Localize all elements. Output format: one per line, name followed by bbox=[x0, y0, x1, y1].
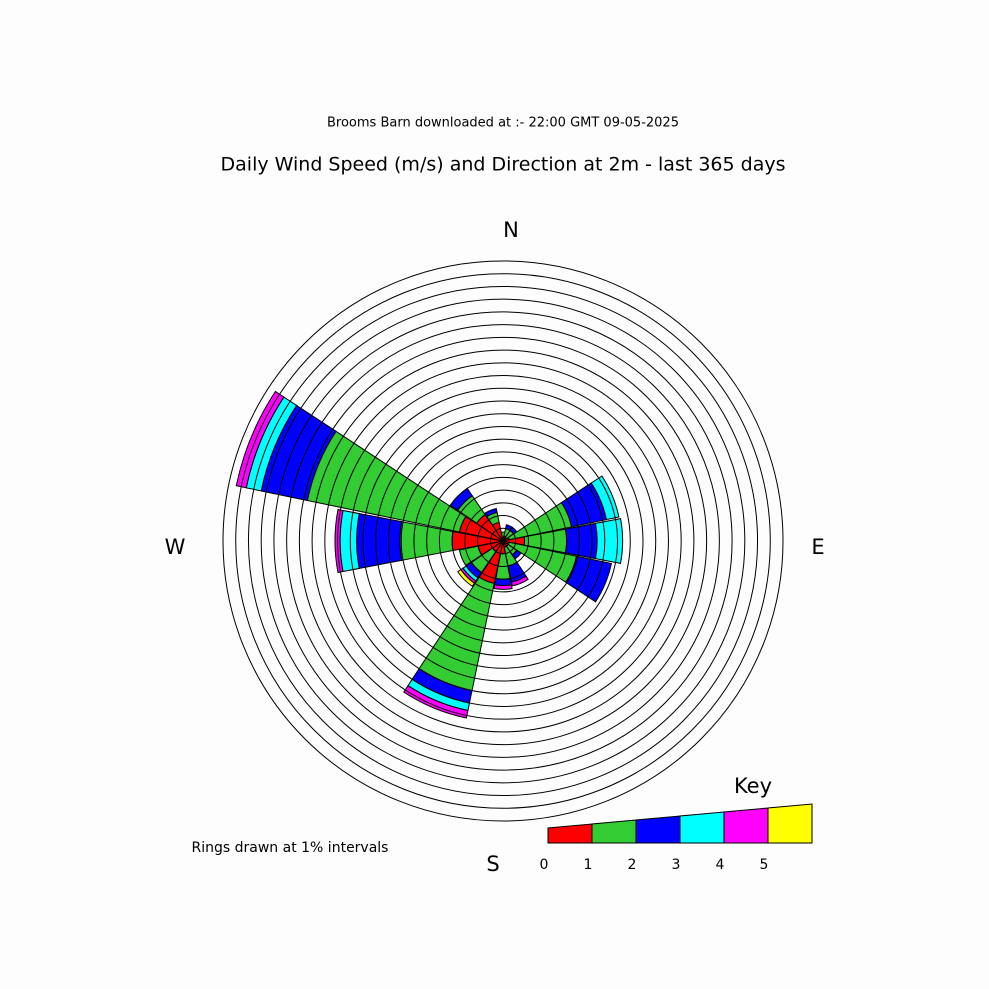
ring bbox=[451, 489, 555, 593]
ring bbox=[298, 336, 708, 746]
rose-segment bbox=[590, 475, 620, 521]
chart-subtitle: Brooms Barn downloaded at :- 22:00 GMT 0… bbox=[327, 116, 679, 131]
rose-segment bbox=[339, 509, 360, 573]
ring bbox=[273, 311, 733, 771]
legend-title: Key bbox=[734, 774, 772, 798]
ring bbox=[464, 502, 542, 580]
ring bbox=[222, 260, 784, 822]
legend-swatch bbox=[679, 811, 725, 844]
rose-segment bbox=[403, 684, 469, 719]
legend-tick-label: 4 bbox=[716, 857, 725, 873]
ring bbox=[387, 425, 619, 657]
ring bbox=[413, 451, 593, 631]
rose-segment bbox=[510, 575, 529, 587]
rose-segment bbox=[594, 517, 624, 565]
ring bbox=[426, 464, 580, 618]
legend-tick-label: 3 bbox=[672, 857, 681, 873]
legend-tick-label: 2 bbox=[628, 857, 637, 873]
ring bbox=[477, 515, 529, 567]
legend-tick-label: 5 bbox=[760, 857, 769, 873]
chart-title: Daily Wind Speed (m/s) and Direction at … bbox=[221, 154, 786, 176]
ring bbox=[489, 527, 517, 555]
compass-label: W bbox=[165, 535, 186, 559]
compass-label: S bbox=[486, 852, 499, 876]
legend-tick-label: 0 bbox=[540, 857, 549, 873]
legend-swatch bbox=[547, 823, 593, 844]
ring bbox=[375, 413, 631, 669]
rose-segment bbox=[484, 508, 498, 518]
ring bbox=[235, 273, 771, 809]
rose-segment bbox=[306, 430, 467, 533]
legend-swatch bbox=[591, 819, 637, 844]
legend-swatch bbox=[767, 803, 813, 844]
rose-segment bbox=[334, 508, 344, 574]
ring bbox=[337, 375, 669, 707]
note: Rings drawn at 1% intervals bbox=[192, 840, 389, 856]
ring bbox=[349, 387, 657, 695]
legend-swatch bbox=[723, 807, 769, 844]
legend-tick-label: 1 bbox=[584, 857, 593, 873]
ring bbox=[260, 298, 746, 784]
ring bbox=[324, 362, 682, 720]
rose-segment bbox=[235, 390, 285, 489]
ring bbox=[286, 324, 720, 758]
ring bbox=[311, 349, 695, 733]
ring bbox=[247, 285, 759, 797]
ring bbox=[362, 400, 644, 682]
rose-segment bbox=[565, 555, 613, 603]
compass-label: N bbox=[503, 218, 519, 242]
compass-label: E bbox=[811, 535, 824, 559]
ring bbox=[438, 476, 568, 606]
legend-swatch bbox=[635, 815, 681, 844]
rose-segment bbox=[493, 584, 513, 590]
ring bbox=[400, 438, 606, 644]
